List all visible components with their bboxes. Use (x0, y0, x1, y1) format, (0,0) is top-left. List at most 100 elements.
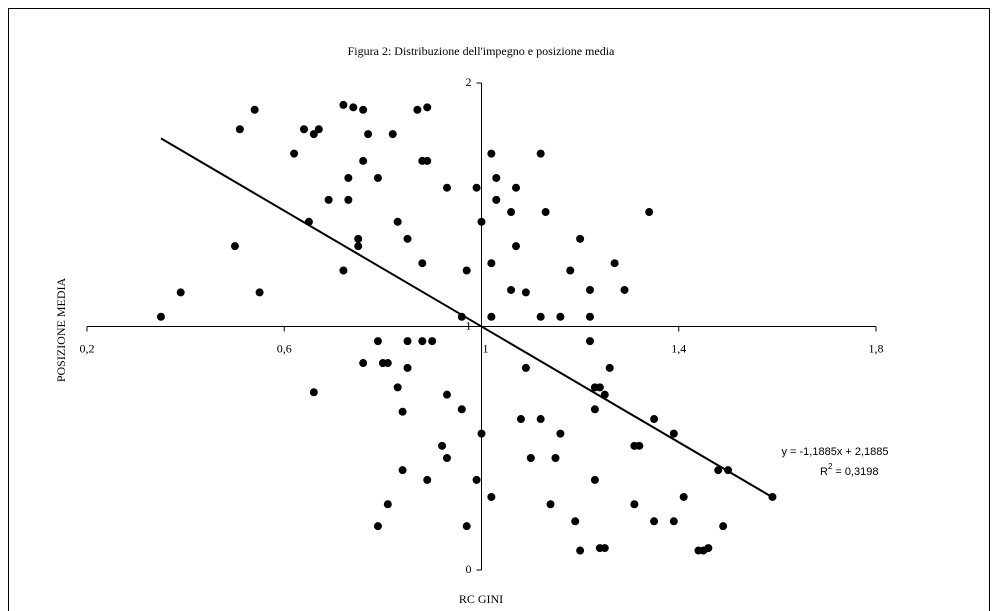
y-tick-label: 1 (466, 318, 472, 332)
point (442, 390, 451, 399)
trend-equation: y = -1,1885x + 2,1885 (781, 446, 888, 458)
point (477, 217, 486, 226)
point (724, 466, 733, 475)
point (324, 195, 333, 204)
point (373, 173, 382, 182)
point (364, 130, 373, 139)
r2-label: R (820, 466, 828, 478)
x-tick-label: 0,6 (277, 341, 292, 355)
point (442, 453, 451, 462)
point (571, 517, 580, 526)
x-axis-label: RC GINI (459, 592, 503, 606)
r2-value: = 0,3198 (835, 466, 878, 478)
point (487, 149, 496, 158)
point (635, 441, 644, 450)
point (590, 405, 599, 414)
point (556, 429, 565, 438)
point (536, 312, 545, 321)
point (595, 383, 604, 392)
chart-frame (8, 8, 990, 611)
point (585, 312, 594, 321)
point (472, 475, 481, 484)
point (600, 544, 609, 553)
point (403, 234, 412, 243)
y-tick-label: 0 (466, 562, 472, 576)
point (512, 183, 521, 192)
point (418, 259, 427, 268)
point (314, 125, 323, 134)
point (383, 500, 392, 509)
point (487, 312, 496, 321)
r2-sup: 2 (828, 462, 833, 471)
point (600, 390, 609, 399)
point (230, 242, 239, 251)
point (551, 453, 560, 462)
point (768, 492, 777, 501)
point (521, 288, 530, 297)
point (393, 217, 402, 226)
point (359, 156, 368, 165)
point (492, 195, 501, 204)
point (359, 105, 368, 114)
point (339, 100, 348, 109)
point (669, 429, 678, 438)
point (423, 103, 432, 112)
point (373, 522, 382, 531)
point (516, 415, 525, 424)
point (472, 183, 481, 192)
point (156, 312, 165, 321)
point (413, 105, 422, 114)
point (650, 415, 659, 424)
point (339, 266, 348, 275)
point (388, 130, 397, 139)
point (536, 149, 545, 158)
x-tick-label: 1 (483, 341, 489, 355)
point (546, 500, 555, 509)
point (428, 337, 437, 346)
point (719, 522, 728, 531)
point (383, 359, 392, 368)
point (398, 466, 407, 475)
point (462, 266, 471, 275)
point (255, 288, 264, 297)
point (309, 130, 318, 139)
point (487, 259, 496, 268)
point (521, 363, 530, 372)
point (438, 441, 447, 450)
trendline (160, 137, 773, 499)
point (507, 208, 516, 217)
point (398, 407, 407, 416)
point (349, 103, 358, 112)
point (630, 500, 639, 509)
point (714, 466, 723, 475)
trend-r2: R2 = 0,3198 (820, 462, 879, 478)
point (418, 337, 427, 346)
point (620, 285, 629, 294)
point (590, 475, 599, 484)
point (344, 173, 353, 182)
point (176, 288, 185, 297)
point (585, 285, 594, 294)
point (556, 312, 565, 321)
point (354, 242, 363, 251)
point (373, 337, 382, 346)
point (507, 285, 516, 294)
point (403, 363, 412, 372)
point (576, 234, 585, 243)
point (566, 266, 575, 275)
point (457, 405, 466, 414)
point (541, 208, 550, 217)
point (344, 195, 353, 204)
point (477, 429, 486, 438)
point (576, 546, 585, 555)
point (704, 544, 713, 553)
point (304, 217, 313, 226)
point (492, 173, 501, 182)
point (235, 125, 244, 134)
point (359, 359, 368, 368)
point (536, 415, 545, 424)
point (650, 517, 659, 526)
x-tick-label: 1,8 (869, 341, 884, 355)
point (605, 363, 614, 372)
